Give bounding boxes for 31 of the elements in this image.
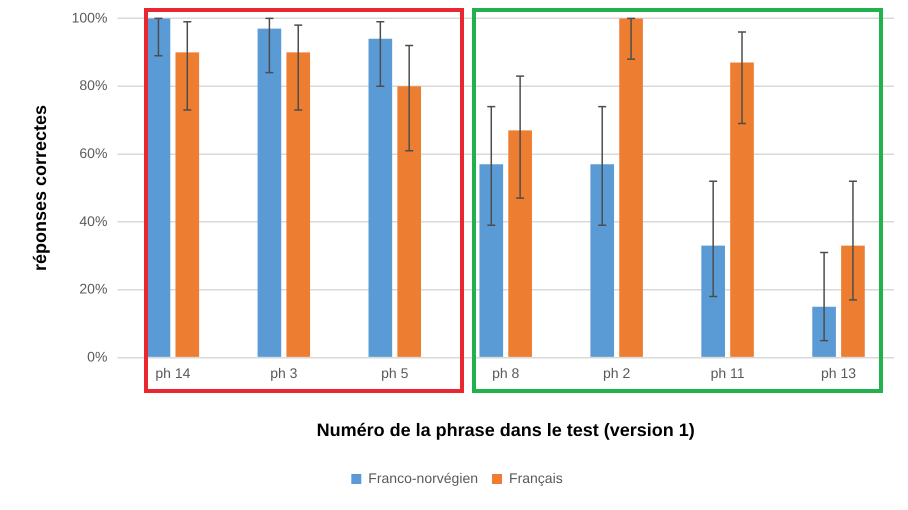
bar bbox=[175, 52, 200, 357]
x-tick-label: ph 8 bbox=[492, 364, 520, 381]
bar bbox=[730, 62, 754, 357]
y-tick-label: 80% bbox=[79, 77, 108, 94]
x-tick-label: ph 3 bbox=[270, 364, 298, 381]
bar bbox=[508, 130, 532, 357]
y-tick-label: 40% bbox=[79, 212, 108, 229]
legend-label: Franco-norvégien bbox=[368, 470, 478, 486]
bar bbox=[841, 246, 865, 357]
x-tick-label: ph 13 bbox=[821, 364, 856, 381]
x-tick-label: ph 14 bbox=[155, 364, 191, 381]
bar bbox=[590, 164, 614, 357]
y-tick-label: 20% bbox=[79, 280, 108, 297]
bar bbox=[286, 52, 310, 357]
bar bbox=[701, 246, 725, 357]
legend-label: Français bbox=[509, 470, 563, 486]
bar bbox=[812, 306, 836, 357]
bar bbox=[397, 86, 422, 357]
x-tick-label: ph 2 bbox=[603, 364, 630, 381]
y-tick-label: 60% bbox=[79, 144, 108, 161]
bar bbox=[146, 18, 170, 357]
y-tick-label: 100% bbox=[72, 9, 108, 26]
bar bbox=[258, 28, 282, 357]
bar bbox=[368, 38, 392, 357]
y-axis-title: réponses correctes bbox=[30, 104, 50, 272]
bar bbox=[619, 18, 643, 357]
x-axis-title: Numéro de la phrase dans le test (version 1) bbox=[316, 420, 695, 440]
x-tick-label: ph 5 bbox=[381, 364, 409, 381]
y-tick-label: 0% bbox=[87, 348, 108, 364]
bar bbox=[479, 164, 504, 357]
x-tick-label: ph 11 bbox=[710, 364, 745, 381]
